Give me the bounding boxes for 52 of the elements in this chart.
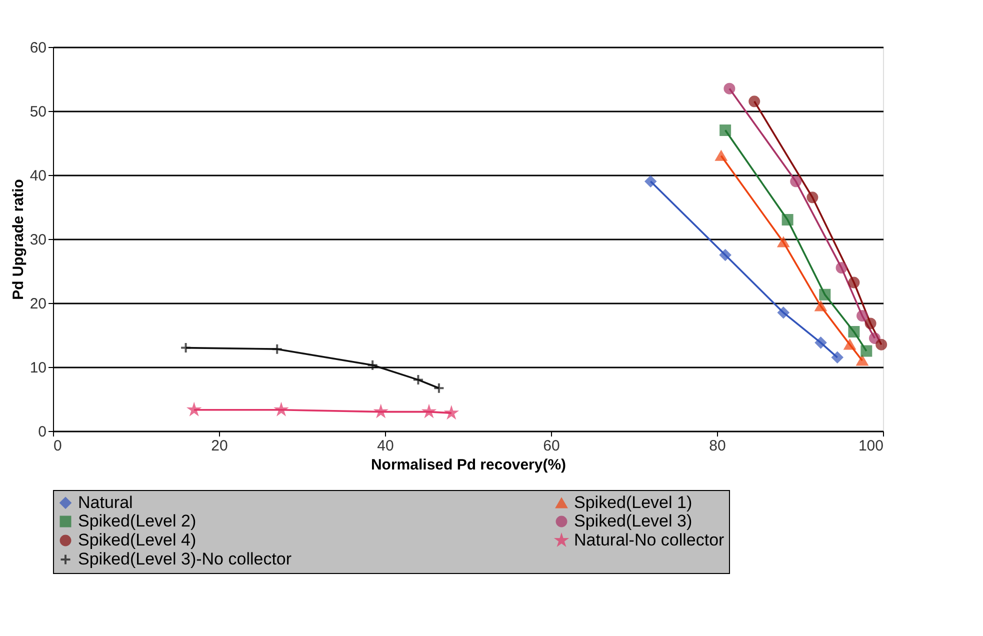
point [412,374,424,386]
y-tick-label: 10 [30,360,46,376]
point [819,288,831,300]
point [790,176,802,188]
point [366,359,378,371]
point [644,176,656,188]
x-tick-label: 60 [543,438,560,454]
point [782,214,794,226]
x-tick-label: 80 [709,438,726,454]
legend-label: Natural [78,492,133,512]
x-tick-label: 20 [211,438,228,454]
y-tick-label: 30 [30,232,46,248]
point [844,339,856,350]
point [806,192,818,204]
point [180,342,192,354]
y-axis-title: Pd Upgrade ratio [10,179,27,300]
point [271,343,283,355]
legend-label: Spiked(Level 1) [574,493,692,512]
point [832,352,844,364]
point [848,276,860,288]
point [715,150,727,161]
legend-label: Spiked(Level 4) [78,530,196,550]
legend-label: Spiked(Level 3)-No collector [78,550,292,568]
point [815,336,826,348]
point [724,82,736,94]
point [876,338,888,350]
x-axis-title: Normalised Pd recovery(%) [370,456,566,474]
point [720,249,732,261]
point [856,310,868,322]
y-tick-label: 40 [30,168,46,184]
y-tick-label: 60 [30,40,46,56]
point [836,262,848,274]
point [433,382,445,394]
point [864,318,876,330]
point [848,326,860,338]
point [815,301,826,312]
legend-label: Natural-No collector [574,530,725,550]
y-tick-label: 50 [30,104,46,120]
y-tick-label: 0 [38,424,46,440]
point [720,124,732,136]
x-tick-label: 100 [858,438,884,454]
point [868,332,880,344]
legend-label: Spiked(Level 2) [78,512,196,530]
point [778,306,790,318]
x-tick-label: 40 [377,438,394,454]
point [778,237,790,248]
legend-label: Spiked(Level 3) [574,512,692,530]
x-tick-label: 0 [54,438,62,454]
y-tick-label: 20 [30,296,46,312]
point [748,96,760,108]
point [860,345,872,357]
point [856,355,868,366]
